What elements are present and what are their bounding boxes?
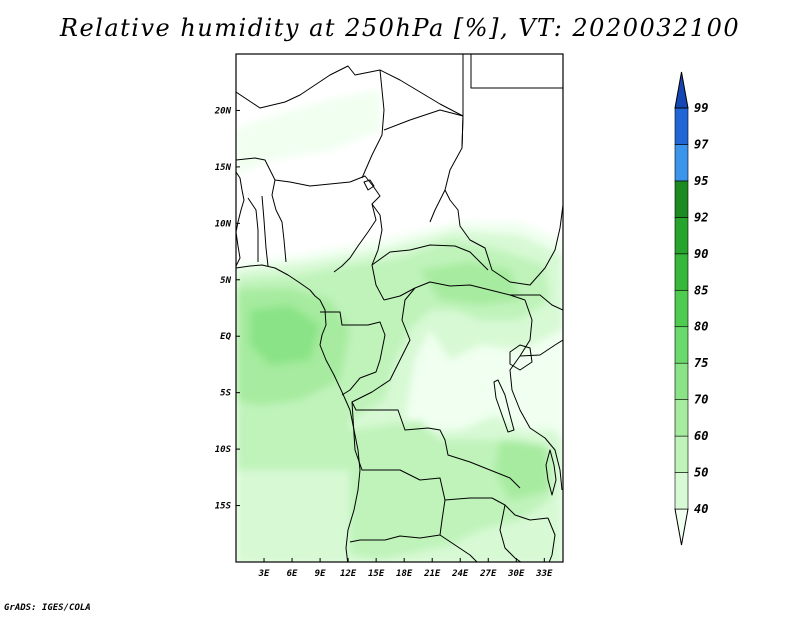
colorbar-label: 60 <box>694 429 708 443</box>
lon-tick-label: 9E <box>315 569 326 579</box>
lat-tick-label: 15S <box>215 502 232 512</box>
colorbar-label: 80 <box>694 320 708 334</box>
border-sahel-north <box>236 54 563 117</box>
lon-tick-label: 18E <box>396 569 413 579</box>
lat-tick-label: 5S <box>220 389 231 399</box>
lon-tick-label: 21E <box>423 569 441 579</box>
colorbar-label: 50 <box>694 466 708 480</box>
lon-tick-label: 24E <box>451 569 469 579</box>
colorbar-label: 40 <box>694 502 708 516</box>
border-car <box>371 244 526 301</box>
colorbar-label: 95 <box>694 174 708 188</box>
colorbar-segment <box>674 362 689 400</box>
colorbar: 40 50 60 70 75 80 85 90 92 95 97 99 <box>674 71 709 546</box>
lake-malawi <box>545 449 557 496</box>
colorbar-label: 70 <box>694 393 708 407</box>
map-title: Relative humidity at 250hPa [%], VT: 202… <box>59 14 741 42</box>
lat-tick-label: 15N <box>215 163 232 173</box>
colorbar-segment <box>674 472 689 510</box>
colorbar-segment <box>674 107 689 145</box>
colorbar-upper-extension <box>674 71 689 109</box>
lon-tick-label: 3E <box>258 569 270 579</box>
humidity-region-se-70 <box>495 440 550 500</box>
border-nigeria-niger <box>236 157 381 273</box>
colorbar-segment <box>674 180 689 218</box>
colorbar-segment <box>674 144 689 182</box>
lat-tick-label: 20N <box>214 106 232 116</box>
humidity-region-east-70 <box>420 262 520 305</box>
colorbar-label: 90 <box>694 247 708 261</box>
colorbar-lower-extension <box>674 508 689 546</box>
lat-tick-label: EQ <box>220 332 231 342</box>
lake-chad <box>363 179 375 191</box>
colorbar-segment <box>674 217 689 255</box>
lat-tick-label: 5N <box>220 276 231 286</box>
lat-tick-label: 10S <box>215 445 232 455</box>
colorbar-label: 99 <box>694 101 708 115</box>
coastline-west-africa <box>236 171 361 562</box>
border-east-africa <box>509 294 563 491</box>
lon-tick-label: 33E <box>535 569 553 579</box>
colorbar-segment <box>674 399 689 437</box>
humidity-field <box>236 90 563 562</box>
lon-tick-label: 15E <box>368 569 385 579</box>
longitude-axis: 3E 6E 9E 12E 15E 18E 21E 24E 27E 30E 33E <box>258 558 553 579</box>
humidity-region-north-40 <box>236 90 380 175</box>
colorbar-label: 92 <box>694 210 708 224</box>
grads-credit: GrADS: IGES/COLA <box>4 603 91 613</box>
lon-tick-label: 30E <box>507 569 525 579</box>
lon-tick-label: 27E <box>479 569 497 579</box>
colorbar-segment <box>674 253 689 291</box>
lat-tick-label: 10N <box>215 219 232 229</box>
colorbar-segment <box>674 289 689 328</box>
colorbar-label: 75 <box>694 356 708 370</box>
humidity-region-75 <box>250 305 320 365</box>
country-borders <box>236 54 563 562</box>
border-southern-africa <box>439 504 556 562</box>
colorbar-label: 97 <box>694 137 709 151</box>
border-cameroon-gabon <box>320 311 386 396</box>
lon-tick-label: 12E <box>340 569 357 579</box>
lake-victoria <box>509 344 533 371</box>
latitude-axis: 20N 15N 10N 5N EQ 5S 10S 15S <box>214 106 240 512</box>
border-sudan <box>444 115 563 286</box>
colorbar-segment <box>674 326 689 364</box>
border-nigeria-benin <box>247 179 287 267</box>
map-frame <box>235 53 564 563</box>
border-congo-drc <box>351 287 521 489</box>
lon-tick-label: 6E <box>287 569 298 579</box>
colorbar-label: 85 <box>694 283 708 297</box>
colorbar-segment <box>674 435 689 473</box>
lake-tanganyika <box>493 379 515 433</box>
